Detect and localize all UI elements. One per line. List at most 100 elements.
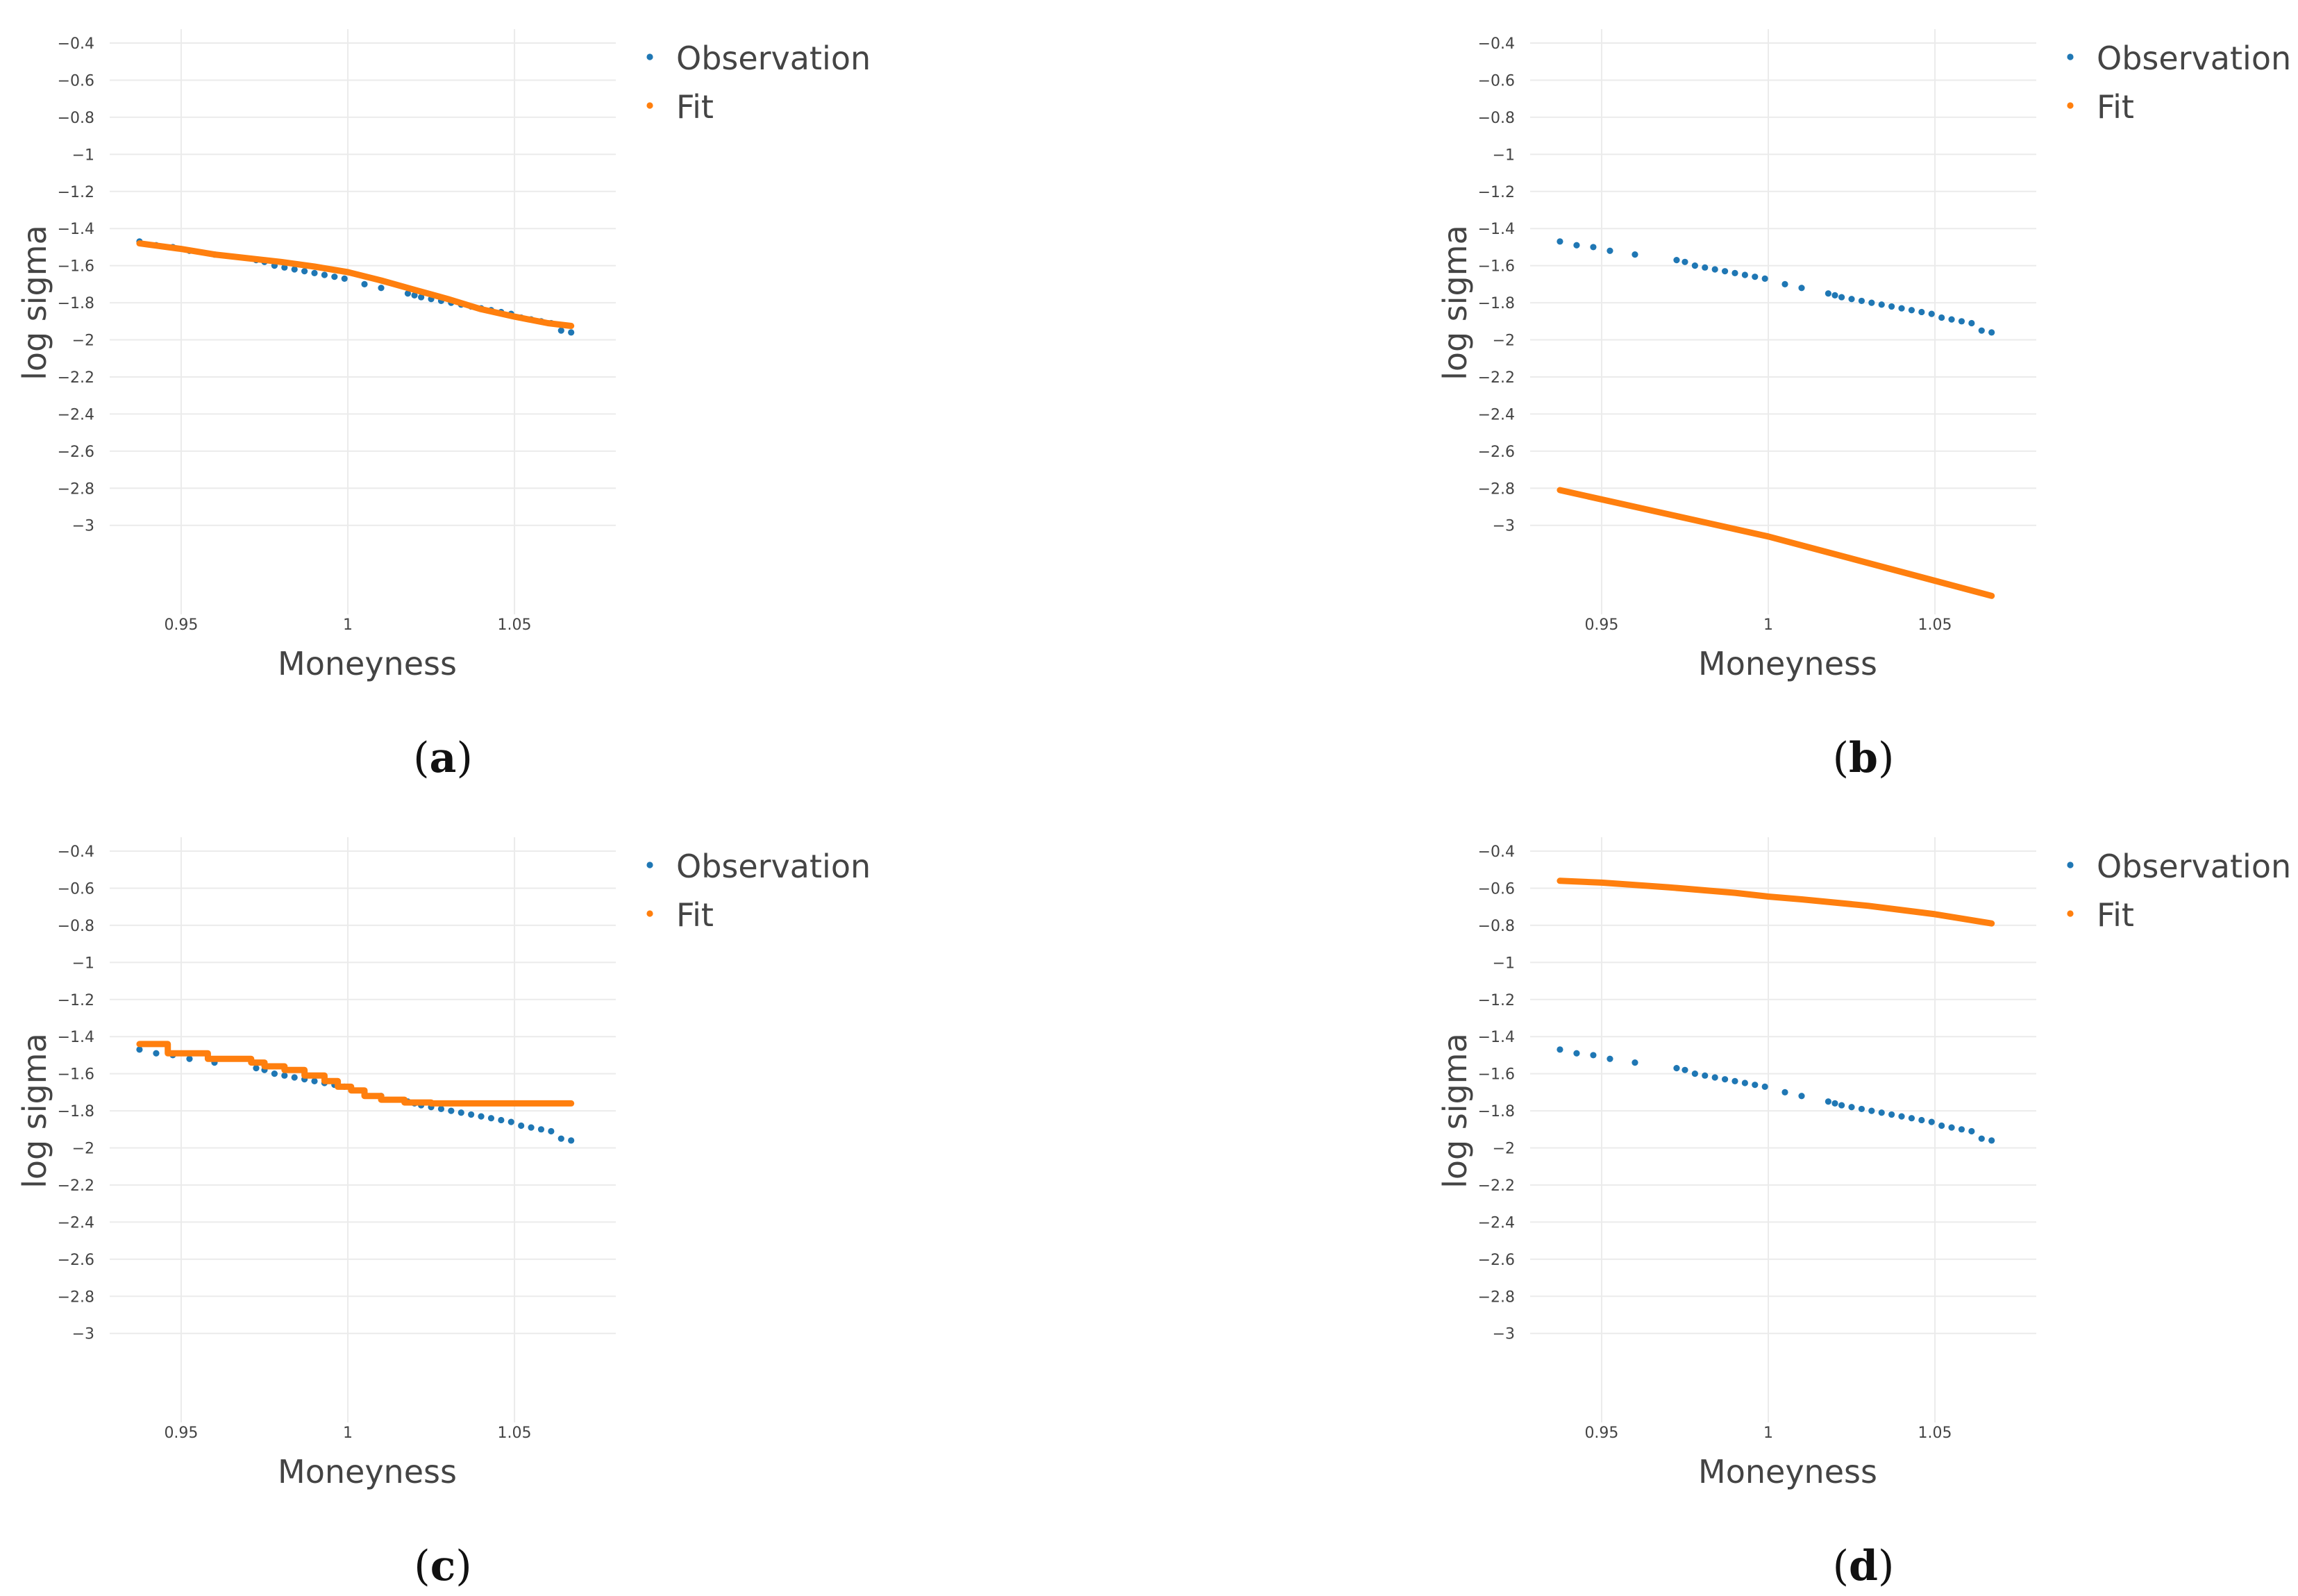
fit-series-line [1557, 877, 1995, 927]
observation-point [1918, 1116, 1925, 1124]
observation-point [537, 1126, 545, 1133]
observation-point [508, 1118, 514, 1125]
observation-point [498, 1116, 505, 1124]
observation-point [1958, 318, 1965, 325]
observation-point [1673, 1065, 1680, 1072]
x-tick-label: 0.95 [1584, 616, 1618, 634]
chart-panel-b: 0.95 1 1.05 −0.4 −0.6 −0.8 −1 −1.2 −1.4 −1.6 −1.8 −… [1436, 29, 2291, 782]
observation-point [468, 1111, 475, 1118]
x-tick-label: 0.95 [164, 1425, 198, 1442]
observation-point [1848, 1104, 1855, 1111]
legend-marker-fit [2067, 102, 2074, 109]
chart-panel-a: 0.95 1 1.05 −0.4 −0.6 −0.8 −1 −1.2 −1.4 −1.6 −1.8 −… [16, 29, 871, 782]
x-tick-label: 1.05 [498, 616, 532, 634]
observation-point [1702, 1072, 1709, 1079]
observation-point [1691, 262, 1698, 269]
observation-point [557, 327, 564, 334]
observation-point [1711, 266, 1718, 273]
observation-point [478, 1113, 485, 1120]
y-tick-label: −1 [1493, 146, 1515, 164]
legend-marker-observation [646, 53, 653, 60]
x-tick-label: 1.05 [498, 1425, 532, 1442]
observation-point [1632, 251, 1638, 258]
y-tick-label: −2 [1493, 333, 1515, 350]
observation-point [331, 274, 338, 280]
observation-point [1731, 269, 1738, 276]
y-tick-label: −0.4 [1478, 843, 1515, 861]
x-tick-label: 1 [343, 1425, 353, 1442]
panel-label-open-paren: ( [1833, 1542, 1849, 1590]
x-axis-title: Moneyness [1698, 1453, 1877, 1490]
y-tick-label: −0.4 [58, 35, 94, 53]
observation-point [1702, 264, 1709, 271]
observation-point [1838, 294, 1845, 301]
y-tick-label: −1.4 [1478, 1029, 1515, 1046]
y-tick-label: −1.2 [58, 992, 94, 1009]
observation-point [1798, 1093, 1805, 1100]
legend-label-fit: Fit [2097, 88, 2134, 126]
y-axis-title: log sigma [16, 225, 53, 380]
panel-label-open-paren: ( [413, 734, 429, 782]
observation-point [1978, 327, 1985, 334]
observation-point [448, 1107, 455, 1114]
legend-marker-fit [646, 102, 653, 109]
observation-point [1968, 1127, 1975, 1135]
observation-point [1711, 1074, 1718, 1081]
x-axis-title: Moneyness [278, 645, 457, 682]
y-tick-label: −1.4 [58, 221, 94, 238]
observation-point [1741, 271, 1748, 278]
y-tick-label: −2.2 [58, 1177, 94, 1195]
y-tick-label: −2 [1493, 1141, 1515, 1158]
observation-point [1590, 244, 1597, 251]
y-tick-label: −1 [72, 146, 94, 164]
y-tick-label: −2.4 [58, 406, 94, 423]
y-tick-label: −2.6 [1478, 1252, 1515, 1269]
observation-point [1928, 1118, 1935, 1125]
observation-point [1978, 1135, 1985, 1142]
observation-point [1590, 1052, 1597, 1059]
observation-point [271, 1070, 278, 1077]
y-tick-label: −2.6 [1478, 444, 1515, 461]
observation-point [557, 1135, 564, 1142]
y-axis-title: log sigma [1436, 225, 1474, 380]
legend-label-fit: Fit [2097, 896, 2134, 934]
panel-label-letter: b [1849, 734, 1878, 782]
y-tick-label: −1.4 [1478, 221, 1515, 238]
observation-point [1968, 319, 1975, 327]
y-tick-label: −0.4 [1478, 35, 1515, 53]
y-tick-label: −0.8 [58, 110, 94, 127]
observation-point [1721, 1076, 1729, 1083]
observation-point [1838, 1102, 1845, 1109]
x-axis-title: Moneyness [1698, 645, 1877, 682]
observation-point [1831, 1100, 1838, 1107]
observation-point [548, 1127, 555, 1135]
observation-point [1557, 238, 1563, 245]
y-tick-label: −1.6 [58, 1066, 94, 1084]
x-tick-label: 0.95 [1584, 1425, 1618, 1442]
y-tick-label: −2 [72, 333, 94, 350]
observation-point [136, 1046, 143, 1053]
y-tick-label: −2.4 [1478, 406, 1515, 423]
x-axis-title: Moneyness [278, 1453, 457, 1490]
y-tick-label: −0.4 [58, 843, 94, 861]
observation-point [186, 1055, 193, 1062]
observation-point [1928, 310, 1935, 317]
observation-point [1825, 1098, 1832, 1105]
observation-point [458, 1109, 464, 1116]
y-tick-label: −0.8 [1478, 110, 1515, 127]
observation-point [1878, 301, 1885, 308]
y-tick-label: −2.8 [1478, 480, 1515, 498]
observation-point [1888, 1111, 1895, 1118]
observation-point [568, 1137, 575, 1144]
y-tick-label: −2 [72, 1141, 94, 1158]
y-tick-label: −0.6 [58, 880, 94, 898]
observation-point [1878, 1109, 1885, 1116]
observation-point [301, 268, 308, 275]
observation-point [1752, 1082, 1759, 1089]
panel-label: (d) [1833, 1542, 1895, 1590]
y-tick-label: −2.2 [1478, 1177, 1515, 1195]
y-tick-label: −0.6 [1478, 72, 1515, 90]
observation-point [291, 266, 298, 273]
observation-point [1573, 1050, 1580, 1057]
y-tick-label: −0.6 [1478, 880, 1515, 898]
